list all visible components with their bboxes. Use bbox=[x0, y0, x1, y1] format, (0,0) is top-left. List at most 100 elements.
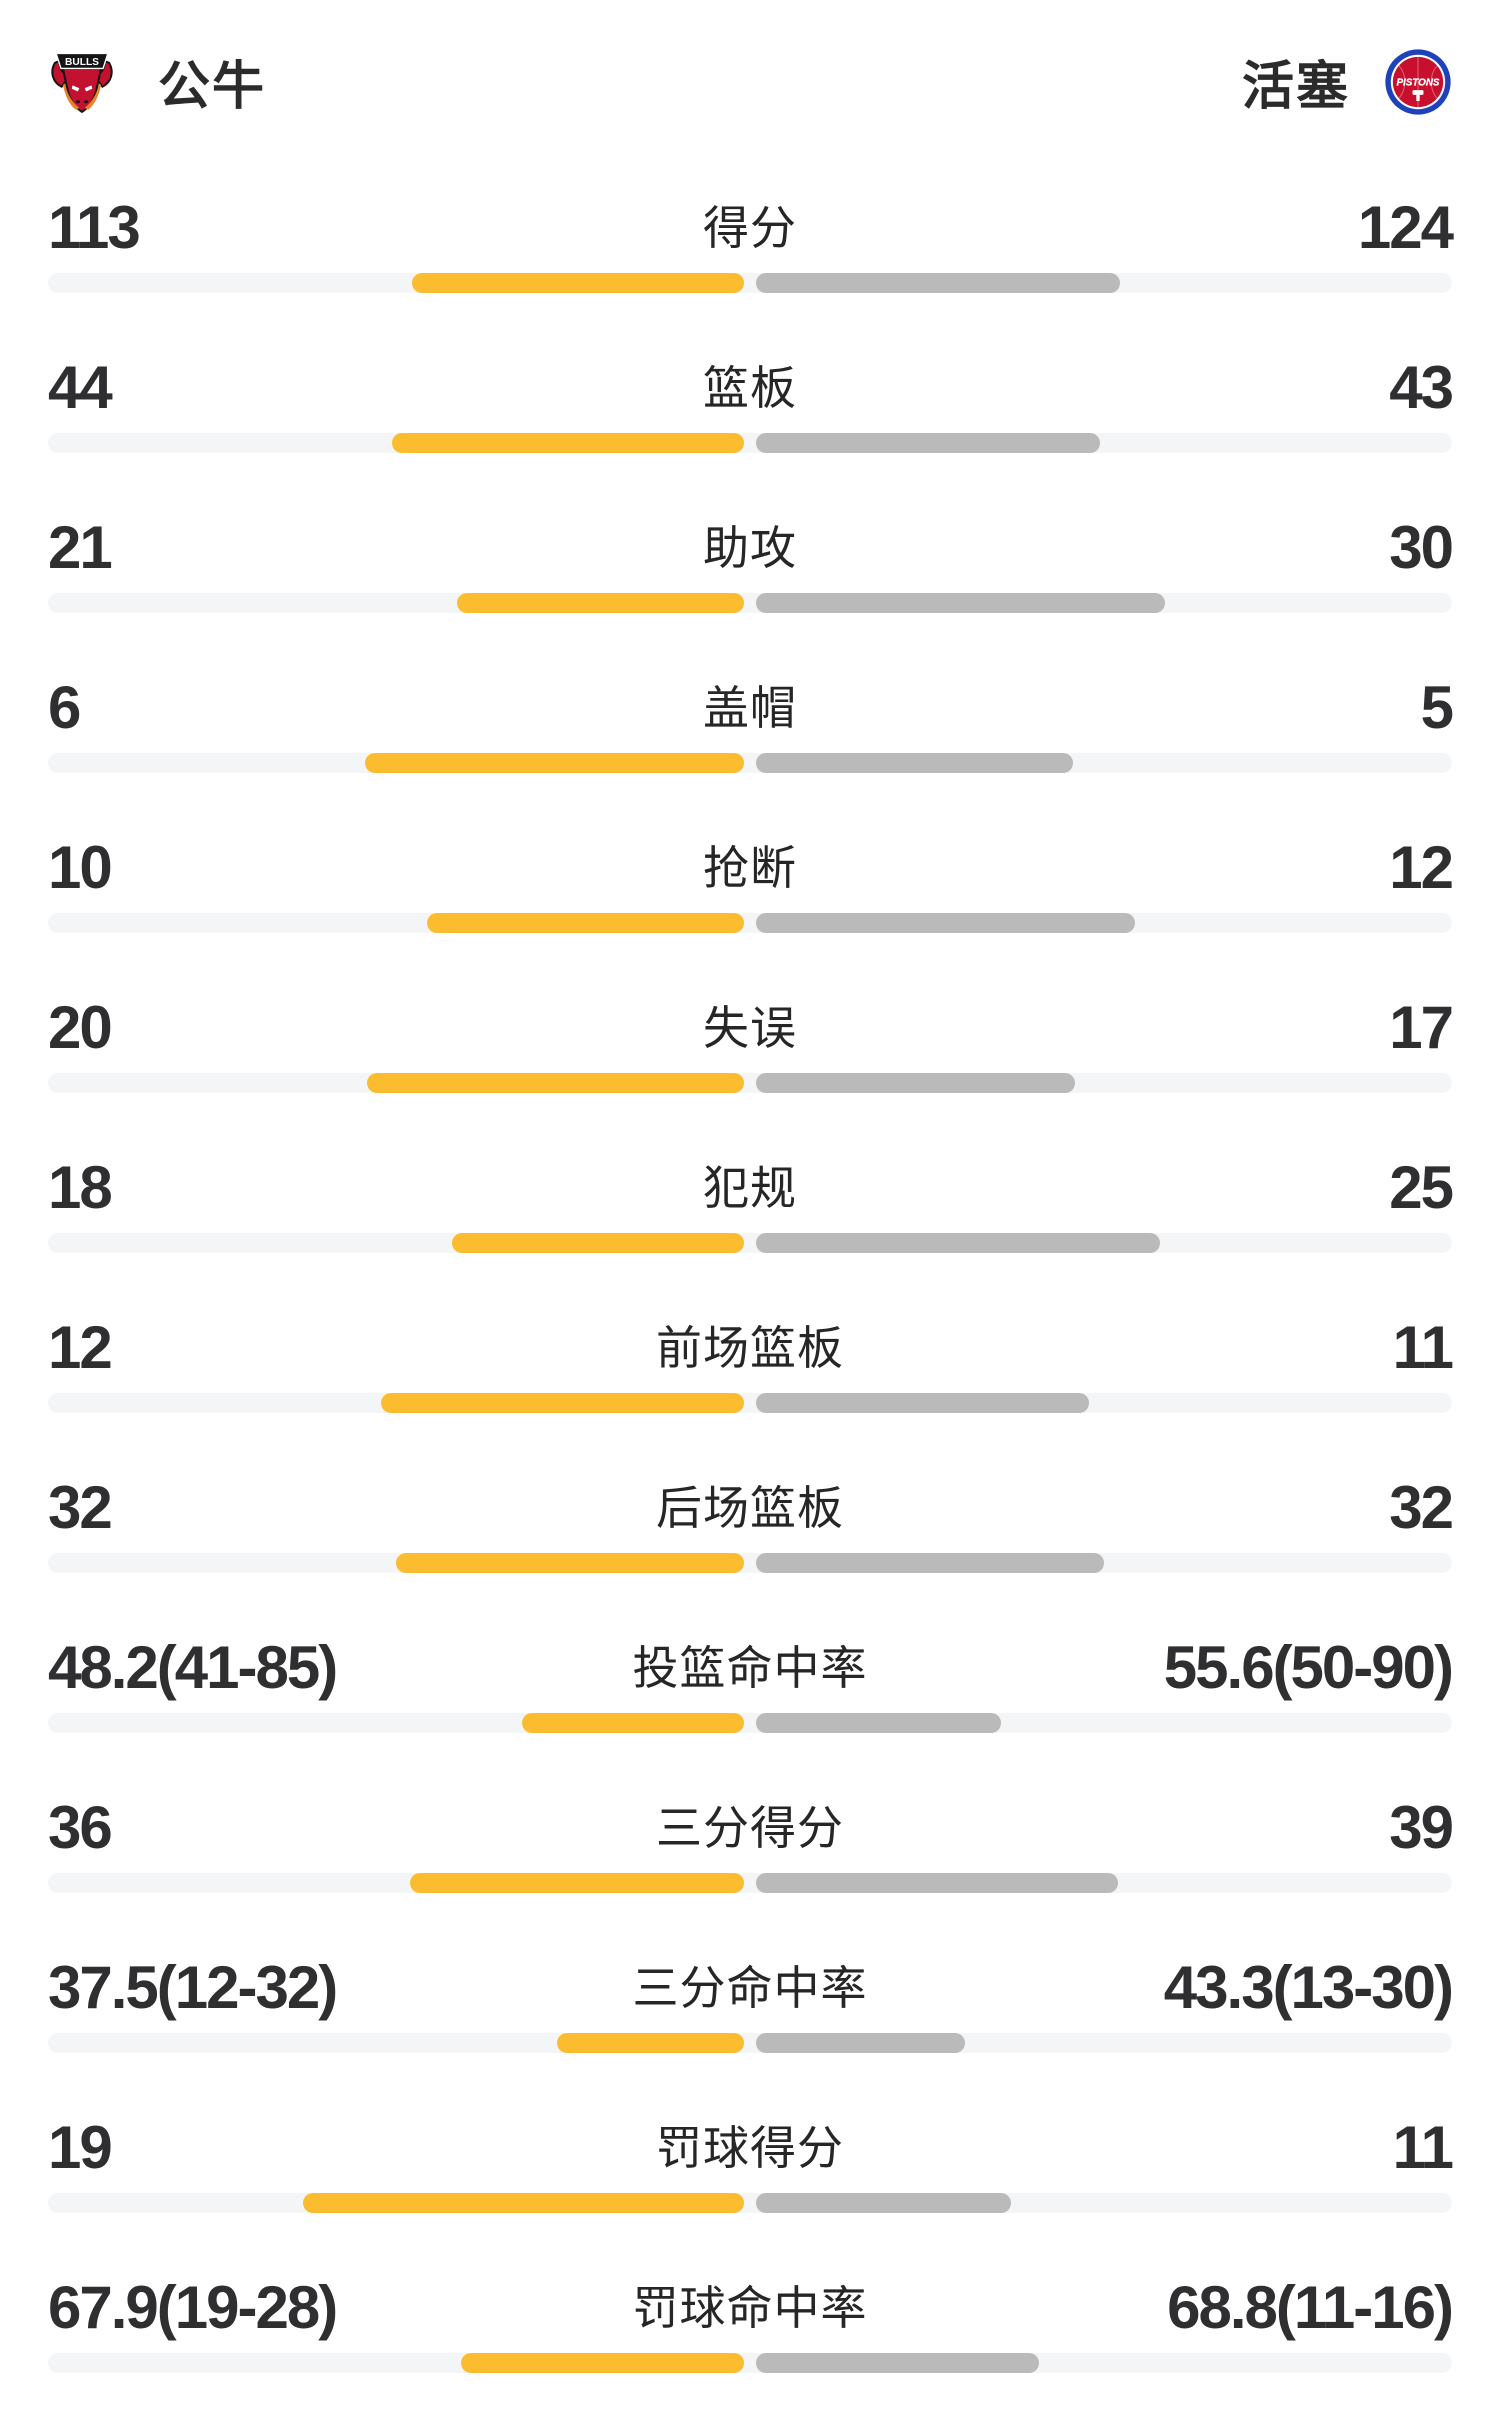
stat-row: 投篮命中率 48.2(41-85) 55.6(50-90) bbox=[48, 1628, 1454, 1788]
away-value: 43 bbox=[1389, 354, 1454, 421]
away-bar bbox=[756, 1233, 1161, 1253]
stat-row: 罚球命中率 67.9(19-28) 68.8(11-16) bbox=[48, 2268, 1454, 2428]
pistons-logo-icon: PISTONS bbox=[1384, 48, 1452, 116]
stat-textline: 后场篮板 32 32 bbox=[48, 1474, 1454, 1541]
away-bar bbox=[756, 273, 1120, 293]
stat-row: 三分得分 36 39 bbox=[48, 1788, 1454, 1948]
away-value: 55.6(50-90) bbox=[1163, 1634, 1454, 1701]
stat-track bbox=[48, 593, 1452, 613]
stat-textline: 三分得分 36 39 bbox=[48, 1794, 1454, 1861]
stat-row: 篮板 44 43 bbox=[48, 348, 1454, 508]
away-value: 12 bbox=[1389, 834, 1454, 901]
stat-track bbox=[48, 2193, 1452, 2213]
stat-label: 得分 bbox=[703, 202, 797, 254]
stat-label: 抢断 bbox=[703, 842, 797, 894]
away-bar bbox=[756, 1713, 1001, 1733]
home-value: 113 bbox=[48, 194, 141, 261]
stat-row: 前场篮板 12 11 bbox=[48, 1308, 1454, 1468]
stat-label: 三分命中率 bbox=[632, 1962, 868, 2014]
stat-track bbox=[48, 1073, 1452, 1093]
away-value: 17 bbox=[1389, 994, 1454, 1061]
away-bar bbox=[756, 753, 1073, 773]
home-value: 48.2(41-85) bbox=[48, 1634, 338, 1701]
away-bar bbox=[756, 2033, 966, 2053]
home-bar bbox=[412, 273, 744, 293]
stat-textline: 篮板 44 43 bbox=[48, 354, 1454, 421]
home-value: 32 bbox=[48, 1474, 113, 1541]
away-team: 活塞 PISTONS bbox=[1242, 44, 1452, 119]
stat-label: 三分得分 bbox=[656, 1802, 844, 1854]
stat-track bbox=[48, 2033, 1452, 2053]
home-value: 6 bbox=[48, 674, 81, 741]
away-value: 68.8(11-16) bbox=[1167, 2274, 1454, 2341]
svg-text:PISTONS: PISTONS bbox=[1396, 77, 1439, 88]
home-bar bbox=[457, 593, 744, 613]
home-value: 19 bbox=[48, 2114, 113, 2181]
stat-row: 得分 113 124 bbox=[48, 188, 1454, 348]
stat-row: 抢断 10 12 bbox=[48, 828, 1454, 988]
home-bar bbox=[396, 1553, 744, 1573]
away-value: 25 bbox=[1389, 1154, 1454, 1221]
stat-track bbox=[48, 913, 1452, 933]
away-value: 11 bbox=[1392, 1314, 1454, 1381]
stat-track bbox=[48, 1553, 1452, 1573]
away-bar bbox=[756, 433, 1100, 453]
stat-track bbox=[48, 2353, 1452, 2373]
home-value: 18 bbox=[48, 1154, 113, 1221]
stat-track bbox=[48, 1393, 1452, 1413]
stat-textline: 前场篮板 12 11 bbox=[48, 1314, 1454, 1381]
stat-textline: 失误 20 17 bbox=[48, 994, 1454, 1061]
away-value: 32 bbox=[1389, 1474, 1454, 1541]
stat-label: 投篮命中率 bbox=[632, 1642, 868, 1694]
stat-track bbox=[48, 1873, 1452, 1893]
away-bar bbox=[756, 1073, 1076, 1093]
stat-label: 罚球得分 bbox=[656, 2122, 844, 2174]
away-value: 43.3(13-30) bbox=[1163, 1954, 1454, 2021]
stat-label: 后场篮板 bbox=[656, 1482, 844, 1534]
stat-row: 犯规 18 25 bbox=[48, 1148, 1454, 1308]
stat-row: 罚球得分 19 11 bbox=[48, 2108, 1454, 2268]
home-bar bbox=[409, 1873, 744, 1893]
away-value: 124 bbox=[1357, 194, 1454, 261]
stat-label: 篮板 bbox=[703, 362, 797, 414]
home-bar bbox=[303, 2193, 744, 2213]
svg-text:BULLS: BULLS bbox=[65, 57, 99, 68]
home-bar bbox=[391, 433, 744, 453]
stat-label: 犯规 bbox=[703, 1162, 797, 1214]
home-bar bbox=[380, 1393, 744, 1413]
home-bar bbox=[427, 913, 744, 933]
stat-textline: 投篮命中率 48.2(41-85) 55.6(50-90) bbox=[48, 1634, 1454, 1701]
stat-row: 三分命中率 37.5(12-32) 43.3(13-30) bbox=[48, 1948, 1454, 2108]
home-value: 67.9(19-28) bbox=[48, 2274, 338, 2341]
away-bar bbox=[756, 593, 1166, 613]
away-bar bbox=[756, 1553, 1104, 1573]
home-value: 12 bbox=[48, 1314, 113, 1381]
home-value: 10 bbox=[48, 834, 113, 901]
header-teams: BULLS 公牛 活塞 bbox=[48, 44, 1452, 119]
stat-track bbox=[48, 1233, 1452, 1253]
away-value: 5 bbox=[1420, 674, 1454, 741]
stat-label: 罚球命中率 bbox=[632, 2282, 868, 2334]
stat-label: 助攻 bbox=[703, 522, 797, 574]
stat-textline: 三分命中率 37.5(12-32) 43.3(13-30) bbox=[48, 1954, 1454, 2021]
stat-row: 失误 20 17 bbox=[48, 988, 1454, 1148]
stat-row: 后场篮板 32 32 bbox=[48, 1468, 1454, 1628]
away-bar bbox=[756, 2193, 1012, 2213]
home-team-name: 公牛 bbox=[158, 58, 267, 116]
away-bar bbox=[756, 1873, 1118, 1893]
away-value: 30 bbox=[1389, 514, 1454, 581]
stat-textline: 罚球得分 19 11 bbox=[48, 2114, 1454, 2181]
away-value: 39 bbox=[1389, 1794, 1454, 1861]
header: BULLS 公牛 活塞 bbox=[48, 0, 1452, 188]
stat-track bbox=[48, 753, 1452, 773]
stat-textline: 得分 113 124 bbox=[48, 194, 1454, 261]
away-bar bbox=[756, 2353, 1039, 2373]
home-bar bbox=[461, 2353, 744, 2373]
home-value: 44 bbox=[48, 354, 113, 421]
stat-track bbox=[48, 433, 1452, 453]
home-bar bbox=[521, 1713, 744, 1733]
stat-textline: 抢断 10 12 bbox=[48, 834, 1454, 901]
away-bar bbox=[756, 1393, 1089, 1413]
stat-label: 失误 bbox=[703, 1002, 797, 1054]
